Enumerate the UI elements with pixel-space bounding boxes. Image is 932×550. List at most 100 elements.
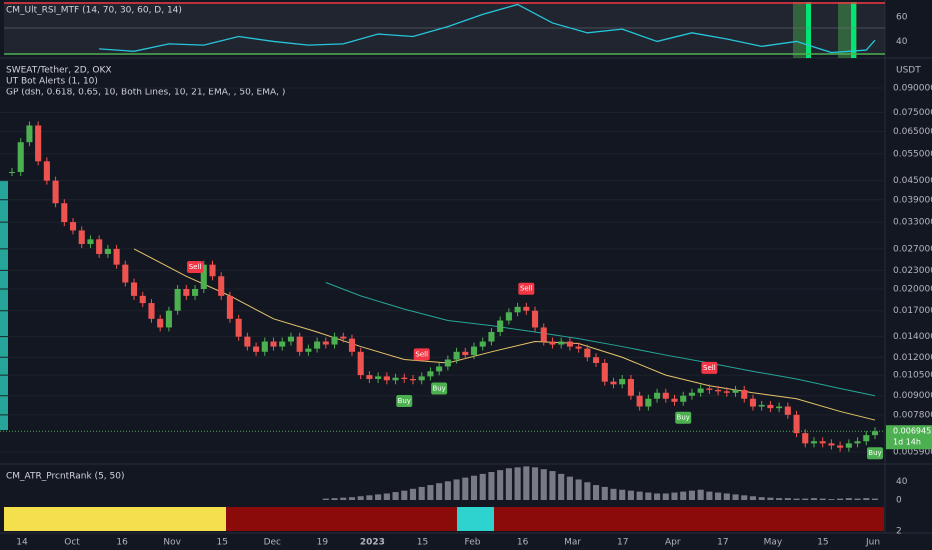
candle — [462, 351, 469, 356]
indicator-title: GP (dsh, 0.618, 0.65, 10, Both Lines, 10… — [6, 88, 285, 98]
rsi-band — [4, 2, 885, 55]
atr-bar — [680, 491, 687, 500]
x-tick-label: 15 — [817, 538, 828, 548]
candle — [566, 341, 573, 347]
x-tick-label: 14 — [16, 538, 28, 548]
candle — [793, 414, 800, 434]
signal-label: Buy — [868, 449, 881, 457]
atr-bar — [662, 493, 669, 500]
candle — [340, 336, 347, 339]
candle — [8, 172, 16, 174]
atr-bar — [854, 498, 861, 500]
candle — [776, 406, 783, 409]
candle — [732, 389, 739, 393]
x-tick-label: Jun — [865, 538, 880, 548]
candle — [540, 327, 547, 342]
candle — [122, 264, 129, 283]
atr-bar — [366, 495, 373, 500]
y-tick-label: 0.0140000 — [893, 332, 932, 342]
last-price: 0.0069455 — [893, 427, 932, 436]
atr-bar — [348, 497, 356, 500]
candle — [17, 142, 24, 173]
candle — [52, 180, 59, 204]
candle — [261, 341, 268, 352]
x-tick-label: Dec — [264, 538, 281, 548]
x-tick-label: May — [764, 538, 783, 548]
candle — [279, 341, 286, 347]
signal-box — [396, 394, 413, 407]
moving-average — [325, 282, 876, 397]
candle — [854, 441, 861, 444]
candle — [505, 312, 512, 321]
atr-bar — [706, 491, 713, 500]
candle — [497, 320, 504, 332]
candle — [226, 295, 233, 319]
last-price-box — [886, 425, 932, 450]
candle — [871, 431, 879, 436]
signal-box — [867, 447, 883, 460]
rsi-line — [99, 3, 876, 54]
atr-bar — [601, 486, 608, 500]
candle — [183, 289, 190, 296]
rsi-highlight — [793, 2, 808, 58]
candle — [218, 276, 225, 296]
signal-box — [518, 282, 535, 295]
atr-bar — [331, 498, 338, 500]
atr-bar — [828, 499, 835, 500]
signal-box — [675, 411, 692, 424]
atr-tick-label: 40 — [896, 477, 908, 487]
x-tick-label: 15 — [217, 538, 228, 548]
candle — [61, 203, 68, 223]
regime-band — [494, 507, 884, 531]
signal-label: Sell — [703, 364, 716, 372]
signal-label: Sell — [415, 350, 428, 358]
first-bar — [0, 180, 8, 430]
atr-tick-label: 0 — [896, 496, 902, 506]
signal-label: Sell — [189, 263, 202, 271]
candle — [139, 295, 146, 304]
atr-bar — [470, 475, 478, 500]
atr-bar — [697, 489, 704, 500]
regime-band — [4, 507, 226, 531]
candle — [549, 341, 556, 345]
atr-bar — [575, 479, 582, 500]
candle — [749, 398, 757, 407]
candle — [784, 406, 791, 415]
candle — [130, 282, 138, 296]
atr-bar — [627, 490, 634, 500]
candle — [575, 346, 582, 349]
candle — [819, 441, 826, 444]
signal-box — [701, 361, 718, 374]
candle — [688, 392, 695, 396]
atr-bar — [409, 488, 417, 500]
y-tick-label: 0.0450000 — [893, 176, 932, 186]
y-tick-label: 0.0330000 — [893, 218, 932, 228]
x-tick-label: 17 — [717, 538, 728, 548]
y-tick-label: 0.0230000 — [893, 266, 932, 276]
candle — [837, 445, 844, 448]
candle — [314, 341, 321, 349]
symbol-title: SWEAT/Tether, 2D, OKX — [6, 66, 112, 76]
candle — [592, 357, 600, 363]
atr-bar — [784, 498, 791, 500]
y-tick-label: 0.0170000 — [893, 306, 932, 316]
candle — [444, 359, 451, 367]
candle — [863, 435, 870, 442]
candle — [802, 433, 809, 444]
candle — [645, 398, 652, 407]
candle — [366, 375, 373, 379]
rsi-highlight — [851, 2, 856, 58]
atr-bar — [383, 493, 390, 500]
countdown: 1d 14h — [893, 438, 921, 447]
moving-average — [133, 248, 876, 421]
rsi-tick-label: 40 — [896, 37, 908, 47]
y-tick-label: 0.0059000 — [893, 448, 932, 458]
atr-bar — [505, 468, 512, 500]
candle — [427, 371, 434, 377]
atr-bar — [375, 494, 382, 500]
candle — [69, 222, 77, 231]
signal-label: Buy — [677, 414, 690, 422]
x-tick-label: 16 — [116, 538, 128, 548]
